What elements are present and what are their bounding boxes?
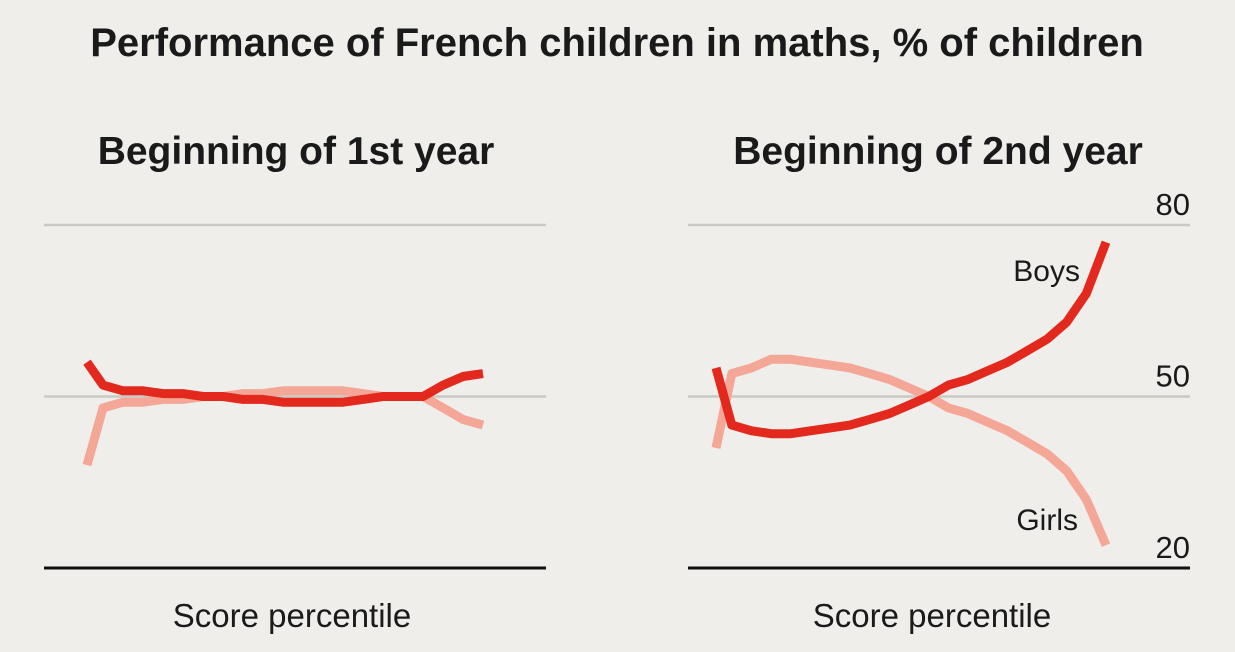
chart-title: Performance of French children in maths,…	[90, 21, 1144, 65]
x-axis-label: Score percentile	[813, 597, 1051, 634]
y-tick-label: 80	[1156, 187, 1190, 222]
y-tick-label: 50	[1156, 359, 1190, 394]
panel-first-year: Beginning of 1st year Score percentile	[44, 130, 546, 634]
series-label-girls: Girls	[1016, 504, 1078, 537]
x-axis-label: Score percentile	[173, 597, 411, 634]
y-tick-label: 20	[1156, 530, 1190, 565]
panel-title: Beginning of 1st year	[98, 130, 495, 173]
series-line-boys	[711, 240, 1111, 439]
series-line-boys	[83, 359, 484, 407]
series-line-girls	[711, 354, 1111, 547]
panel-title: Beginning of 2nd year	[733, 130, 1143, 173]
series-label-boys: Boys	[1013, 255, 1080, 288]
panel-second-year: Beginning of 2nd year Score percentile 8…	[688, 130, 1190, 634]
